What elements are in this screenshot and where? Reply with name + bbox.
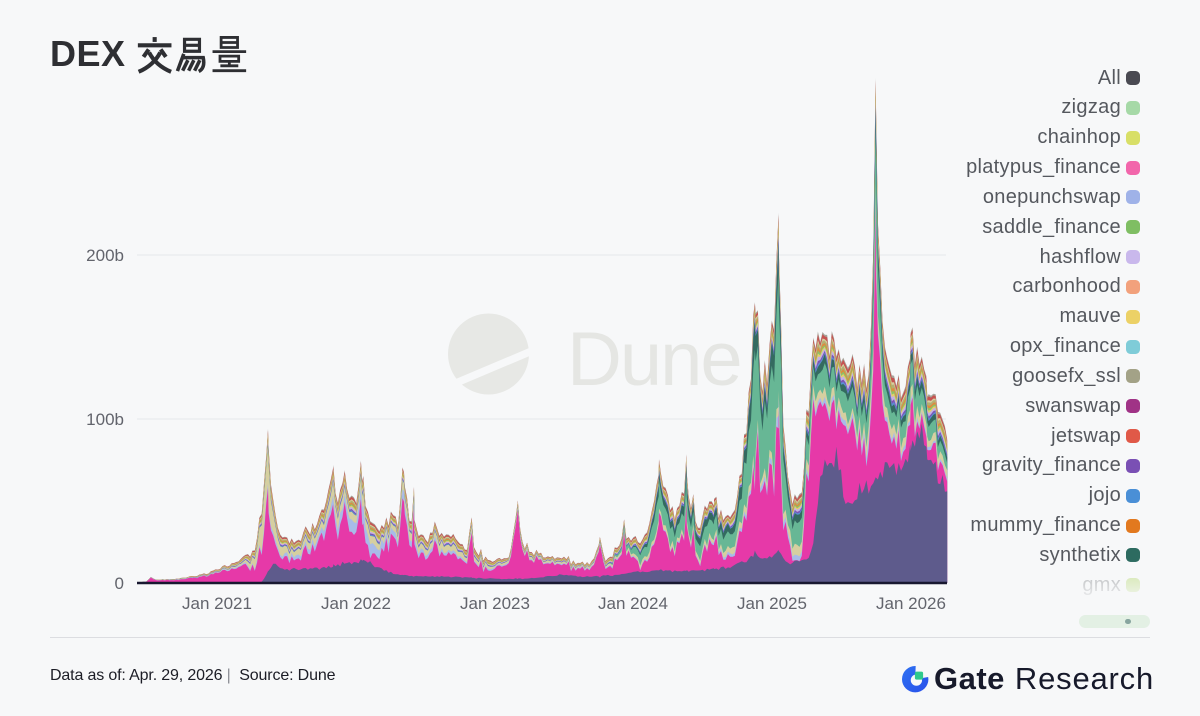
svg-text:Dune: Dune: [567, 317, 741, 402]
